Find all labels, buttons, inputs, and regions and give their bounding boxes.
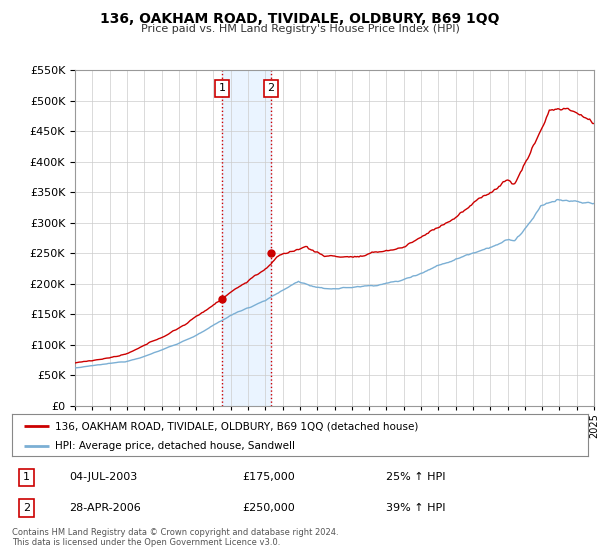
Text: 136, OAKHAM ROAD, TIVIDALE, OLDBURY, B69 1QQ: 136, OAKHAM ROAD, TIVIDALE, OLDBURY, B69…	[100, 12, 500, 26]
Bar	[222, 70, 271, 406]
Text: This data is licensed under the Open Government Licence v3.0.: This data is licensed under the Open Gov…	[12, 538, 280, 547]
Text: 28-APR-2006: 28-APR-2006	[70, 503, 142, 513]
Text: 1: 1	[23, 473, 30, 482]
Text: HPI: Average price, detached house, Sandwell: HPI: Average price, detached house, Sand…	[55, 441, 295, 451]
Text: £175,000: £175,000	[242, 473, 295, 482]
Text: 2: 2	[268, 83, 275, 94]
Text: £250,000: £250,000	[242, 503, 295, 513]
Text: Price paid vs. HM Land Registry's House Price Index (HPI): Price paid vs. HM Land Registry's House …	[140, 24, 460, 34]
Text: Contains HM Land Registry data © Crown copyright and database right 2024.: Contains HM Land Registry data © Crown c…	[12, 528, 338, 536]
Text: 25% ↑ HPI: 25% ↑ HPI	[386, 473, 446, 482]
Text: 04-JUL-2003: 04-JUL-2003	[70, 473, 138, 482]
Text: 2: 2	[23, 503, 30, 513]
Text: 136, OAKHAM ROAD, TIVIDALE, OLDBURY, B69 1QQ (detached house): 136, OAKHAM ROAD, TIVIDALE, OLDBURY, B69…	[55, 421, 419, 431]
Text: 1: 1	[218, 83, 226, 94]
Text: 39% ↑ HPI: 39% ↑ HPI	[386, 503, 446, 513]
